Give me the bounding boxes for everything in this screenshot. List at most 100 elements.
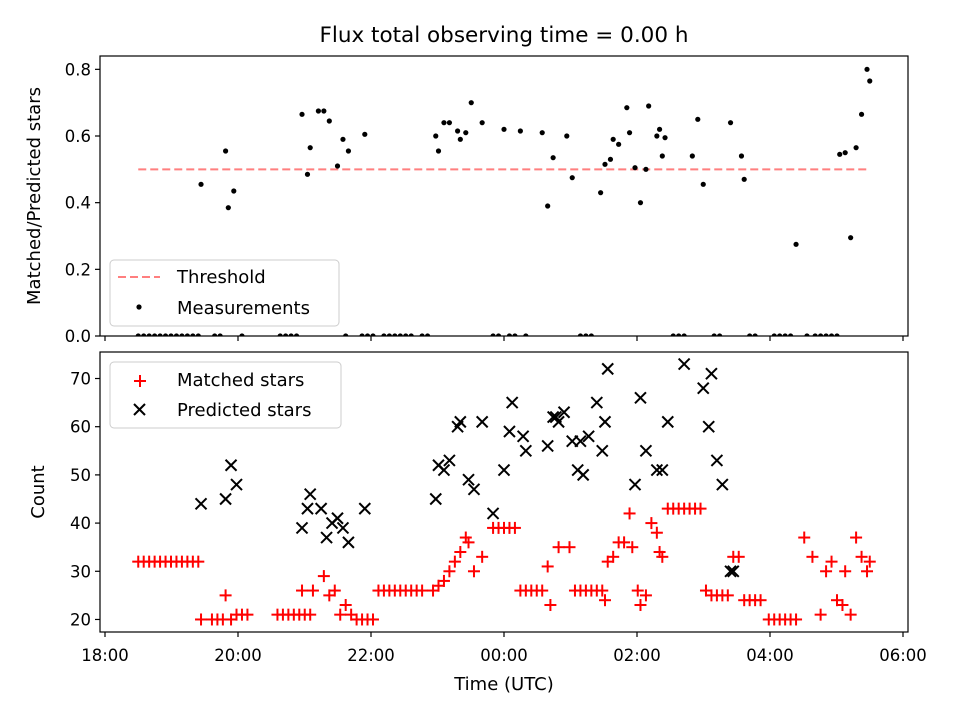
measurement-point xyxy=(771,333,777,336)
measurement-point xyxy=(602,161,608,167)
measurement-point xyxy=(523,333,529,336)
measurement-point xyxy=(662,135,668,141)
predicted-star-point xyxy=(656,463,669,477)
predicted-x-b xyxy=(639,444,653,458)
matched-star-point xyxy=(317,570,330,583)
predicted-star-point xyxy=(574,434,587,448)
measurement-point xyxy=(747,333,753,336)
matched-star-point xyxy=(790,613,803,626)
matched-star-point xyxy=(850,531,863,544)
measurement-point xyxy=(340,136,346,142)
count-panel-frame xyxy=(99,351,909,633)
x-tick-label: 22:00 xyxy=(347,646,395,665)
chart-title: Flux total observing time = 0.00 h xyxy=(320,23,689,48)
predicted-x-b xyxy=(331,512,344,525)
predicted-star-point xyxy=(697,381,710,395)
matched-star-point xyxy=(339,599,352,612)
predicted-star-point xyxy=(358,502,372,515)
matched-star-point xyxy=(448,555,461,568)
measurement-point xyxy=(184,333,190,336)
matched-star-point xyxy=(754,594,767,607)
predicted-x-b xyxy=(303,487,317,501)
measurement-point xyxy=(782,333,788,336)
predicted-star-point xyxy=(454,415,467,429)
measurement-point xyxy=(173,333,180,336)
predicted-star-point xyxy=(650,463,664,477)
ratio-y-tick-label: 0.6 xyxy=(65,127,91,146)
predicted-x-b xyxy=(598,415,612,429)
predicted-x-b xyxy=(549,410,563,424)
measurement-point xyxy=(277,333,283,336)
measurement-point xyxy=(307,145,313,151)
predicted-x-b xyxy=(590,396,604,409)
predicted-x-b xyxy=(656,463,669,477)
measurement-point xyxy=(823,333,829,336)
matched-star-point xyxy=(544,599,557,612)
matched-star-point xyxy=(536,584,549,597)
predicted-star-point xyxy=(224,459,238,472)
measurement-point xyxy=(315,108,321,114)
predicted-star-point xyxy=(710,454,724,467)
matched-star-point xyxy=(416,584,429,597)
predicted-star-point xyxy=(598,415,612,429)
measurement-point xyxy=(539,130,545,136)
predicted-star-point xyxy=(541,439,554,453)
predicted-x-b xyxy=(519,444,533,458)
measurement-point xyxy=(334,163,341,169)
measurement-point xyxy=(152,333,158,336)
matched-star-point xyxy=(304,608,317,621)
matched-star-point xyxy=(656,550,669,563)
measurement-point xyxy=(598,190,604,196)
predicted-star-point xyxy=(582,430,595,443)
predicted-x-b xyxy=(475,415,489,429)
measurement-point xyxy=(848,235,854,241)
measurement-point xyxy=(326,118,332,124)
measurement-point xyxy=(162,333,169,336)
predicted-star-point xyxy=(219,492,232,506)
measurement-point xyxy=(787,333,794,336)
measurement-point xyxy=(441,120,447,126)
measurement-point xyxy=(343,333,349,336)
predicted-star-point xyxy=(230,478,243,491)
matched-star-point xyxy=(806,550,819,563)
matched-star-point xyxy=(437,574,450,587)
matched-star-point xyxy=(241,608,254,621)
measurement-point xyxy=(397,333,403,336)
matched-star-point xyxy=(476,550,489,563)
predicted-star-point xyxy=(437,463,451,477)
measurement-point xyxy=(632,165,638,171)
measurement-point xyxy=(804,333,810,336)
predicted-x-b xyxy=(295,521,309,535)
measurement-point xyxy=(793,241,799,247)
ratio-panel-ticks: 0.0 0.2 0.4 0.6 0.8 xyxy=(65,60,904,346)
matched-star-point xyxy=(607,550,620,563)
measurement-point xyxy=(858,111,865,117)
matched-legend-swatch xyxy=(134,375,146,387)
predicted-x-b xyxy=(336,521,350,535)
measurement-point xyxy=(711,333,717,336)
measurement-point xyxy=(864,66,870,72)
matched-star-point xyxy=(732,550,745,563)
x-tick-label: 06:00 xyxy=(879,646,927,665)
predicted-x-b xyxy=(574,434,587,448)
ratio-legend: Threshold Measurements xyxy=(109,259,340,327)
count-legend-box xyxy=(109,361,342,429)
predicted-star-point xyxy=(634,391,647,404)
predicted-star-point xyxy=(724,565,737,578)
matched-star-point xyxy=(541,560,554,573)
predicted-x-b xyxy=(716,478,729,491)
measurement-point xyxy=(479,120,485,126)
measurement-point xyxy=(624,105,630,111)
ratio-y-axis-label: Matched/Predicted stars xyxy=(24,87,45,305)
measurement-point xyxy=(435,148,442,154)
predicted-x-b xyxy=(628,478,642,491)
measurement-point xyxy=(408,333,414,336)
measurement-point xyxy=(195,333,201,336)
predicted-x-b xyxy=(320,531,333,544)
predicted-x-b xyxy=(505,396,519,409)
measurement-point xyxy=(616,141,622,147)
predicted-star-point xyxy=(336,521,350,535)
predicted-star-point xyxy=(443,454,456,467)
measurement-point xyxy=(359,333,365,336)
